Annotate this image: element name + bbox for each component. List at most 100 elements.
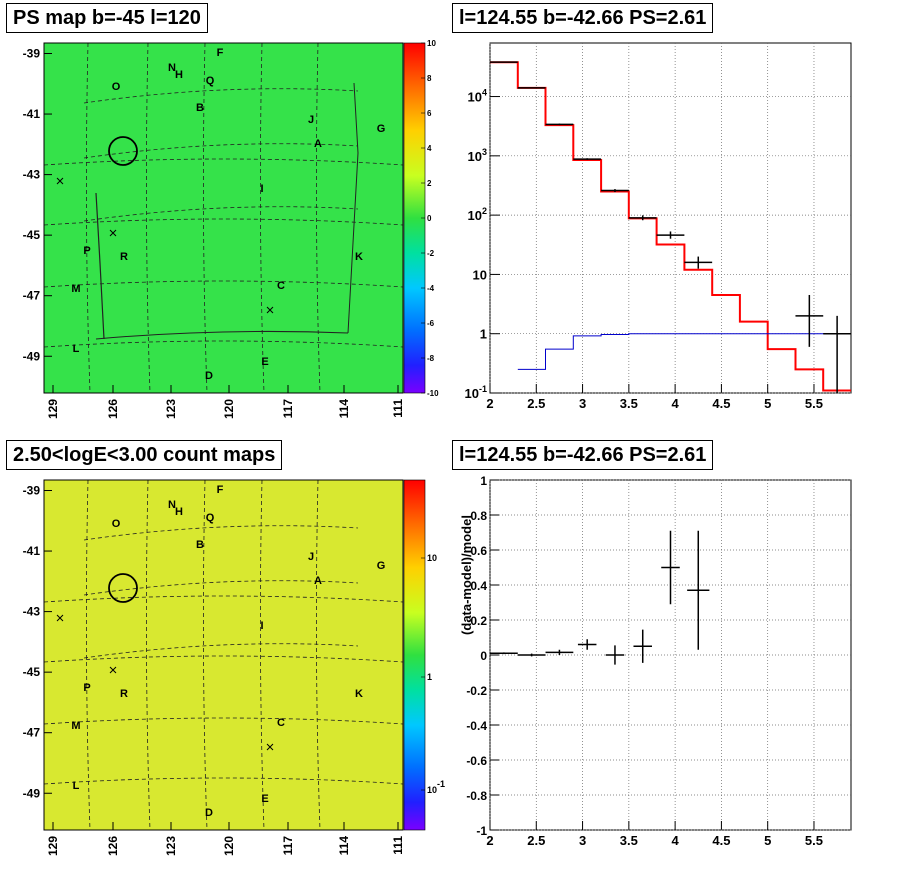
map1-grid-parallel (83, 143, 359, 159)
map1-colorbar-label: 0 (427, 214, 432, 223)
map1-colorbar-label: -8 (427, 354, 435, 363)
source-label-k: K (355, 688, 363, 700)
source-cross-marker (56, 614, 64, 622)
map1-grid-parallel (83, 88, 359, 104)
map2-xtick-label: 123 (164, 836, 178, 856)
map2-ytick-label: -49 (23, 786, 41, 800)
spectrum-xtick-label: 3.5 (620, 396, 638, 411)
source-cross-marker (109, 666, 117, 674)
source-label-r: R (120, 251, 128, 263)
source-label-b: B (196, 539, 204, 551)
source-label-m: M (71, 720, 80, 732)
map2-ytick-label: -43 (23, 605, 41, 619)
spectrum-xtick-label: 4 (672, 396, 680, 411)
map2-xtick-label: 120 (222, 836, 236, 856)
residual-title: l=124.55 b=-42.66 PS=2.61 (452, 440, 714, 470)
map2-colorbar-label: 10 (427, 553, 437, 563)
map1-ytick-label: -45 (23, 228, 41, 242)
source-cross-marker (56, 177, 64, 185)
map2-grid-parallel (83, 580, 359, 596)
map2-ytick-label: -47 (23, 726, 41, 740)
residual-ytick-label: 0.2 (470, 614, 487, 628)
residual-xtick-label: 2 (486, 833, 493, 848)
map1-xtick-label: 120 (222, 399, 236, 419)
spectrum-ytick-label: 102 (468, 206, 487, 223)
residual-ytick-label: -1 (476, 824, 487, 838)
source-label-q: Q (206, 75, 215, 87)
model-total-line (490, 61, 851, 392)
map2-grid-meridian (86, 479, 91, 831)
map2-colorbar-label: 1 (427, 672, 432, 682)
spectrum-xtick-label: 2 (486, 396, 493, 411)
source-label-l: L (73, 343, 80, 355)
map1-colorbar-label: 6 (427, 109, 432, 118)
source-label-o: O (112, 518, 121, 530)
map1-grid-meridian (203, 42, 208, 394)
map1-xtick-label: 126 (106, 399, 120, 419)
map2-ytick-label: -39 (23, 484, 41, 498)
map1-colorbar-label: -10 (427, 389, 439, 398)
source-cross-marker (266, 306, 274, 314)
source-label-b: B (196, 102, 204, 114)
source-label-d: D (205, 807, 213, 819)
map2-grid-parallel (43, 655, 404, 663)
source-label-l: L (73, 780, 80, 792)
map1-ytick-label: -41 (23, 107, 41, 121)
map1-grid-meridian (316, 42, 321, 394)
map2-frame (43, 479, 404, 831)
source-label-o: O (112, 81, 121, 93)
map2-grid-parallel (43, 777, 404, 785)
map1-grid-parallel (43, 218, 404, 226)
map1-frame (43, 42, 404, 394)
spectrum-ytick-label: 1 (480, 327, 487, 342)
map1-colorbar-label: -6 (427, 319, 435, 328)
map1-boundary-left (95, 192, 105, 340)
source-label-g: G (377, 560, 386, 572)
spectrum-ytick-label: 104 (468, 88, 487, 105)
source-label-f: F (217, 47, 224, 59)
spectrum-xtick-label: 5.5 (805, 396, 823, 411)
source-label-n: N (168, 62, 176, 74)
source-label-r: R (120, 688, 128, 700)
source-label-j: J (308, 114, 314, 126)
map2-grid-meridian (260, 479, 265, 831)
source-label-a: A (314, 575, 322, 587)
source-cross-marker (266, 743, 274, 751)
map2-background (44, 480, 403, 830)
map1-xtick-label: 117 (281, 399, 295, 419)
map1-ytick-label: -49 (23, 349, 41, 363)
spectrum-title: l=124.55 b=-42.66 PS=2.61 (452, 3, 714, 33)
spectrum-ytick-label: 10-1 (465, 384, 487, 401)
spectrum-xtick-label: 5 (764, 396, 771, 411)
residual-xtick-label: 3 (579, 833, 586, 848)
map2-ytick-label: -41 (23, 544, 41, 558)
map2-colorbar-label: 10-1 (427, 779, 445, 795)
map1-grid-meridian (260, 42, 265, 394)
source-label-p: P (83, 245, 90, 257)
spectrum-xtick-label: 3 (579, 396, 586, 411)
source-label-j: J (308, 551, 314, 563)
map2-plot: F NH Q O B J G A I P R K M C L E D (43, 479, 426, 831)
spectrum-xtick-label: 4.5 (712, 396, 730, 411)
map2-xtick-label: 126 (106, 836, 120, 856)
map2-grid-parallel (43, 717, 404, 725)
map2-colorbar-frame (403, 479, 426, 831)
source-label-e: E (261, 356, 268, 368)
residual-ytick-label: 0.8 (470, 509, 487, 523)
map1-colorbar-label: 4 (427, 144, 432, 153)
residual-ytick-label: 0.6 (470, 544, 487, 558)
map1-ytick-label: -47 (23, 289, 41, 303)
map1-xtick-label: 111 (391, 399, 405, 418)
map2-grid-meridian (316, 479, 321, 831)
map1-grid-parallel (43, 158, 404, 166)
residual-ytick-label: -0.6 (466, 754, 487, 768)
residual-xtick-label: 5 (764, 833, 771, 848)
source-label-i: I (260, 620, 263, 632)
roi-circle (108, 573, 138, 603)
map1-grid-meridian (146, 42, 151, 394)
residual-xtick-label: 5.5 (805, 833, 823, 848)
map1-xtick-label: 114 (337, 399, 351, 419)
map1-grid-parallel (43, 280, 404, 288)
map2-xtick-label: 117 (281, 836, 295, 856)
